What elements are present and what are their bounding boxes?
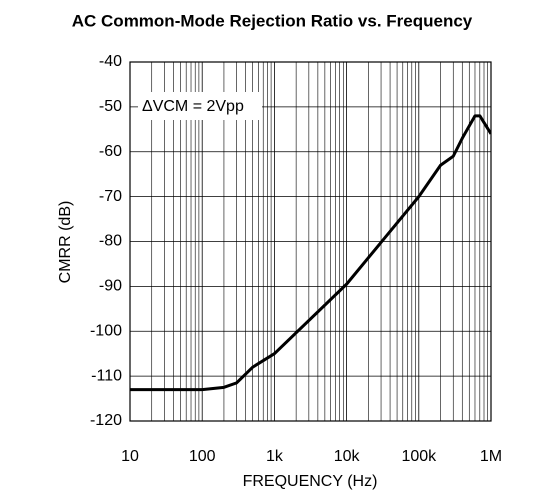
y-tick-label: -50 [99, 98, 122, 115]
plot-frame [129, 61, 492, 422]
x-tick-label: 10 [121, 448, 139, 465]
x-axis-label: FREQUENCY (Hz) [243, 473, 378, 490]
annotation-box [138, 92, 262, 120]
y-tick-label: -90 [99, 278, 122, 295]
y-tick-label: -40 [99, 53, 122, 70]
data-line [130, 114, 491, 392]
x-tick-label: 100 [189, 448, 216, 465]
y-tick-label: -100 [90, 322, 122, 339]
x-tick-label: 100k [401, 448, 437, 465]
y-tick-label: -120 [90, 412, 122, 429]
x-tick-label: 1M [480, 448, 502, 465]
y-tick-label: -60 [99, 143, 122, 160]
annotation: ΔVCM = 2Vpp [142, 98, 244, 115]
chart-title: AC Common-Mode Rejection Ratio vs. Frequ… [72, 11, 473, 30]
y-tick-label: -80 [99, 233, 122, 250]
y-tick-label: -110 [91, 367, 122, 384]
x-tick-label: 1k [266, 448, 284, 465]
y-tick-label: -70 [99, 188, 122, 205]
x-tick-label: 10k [334, 448, 361, 465]
y-axis-label: CMRR (dB) [57, 201, 74, 284]
